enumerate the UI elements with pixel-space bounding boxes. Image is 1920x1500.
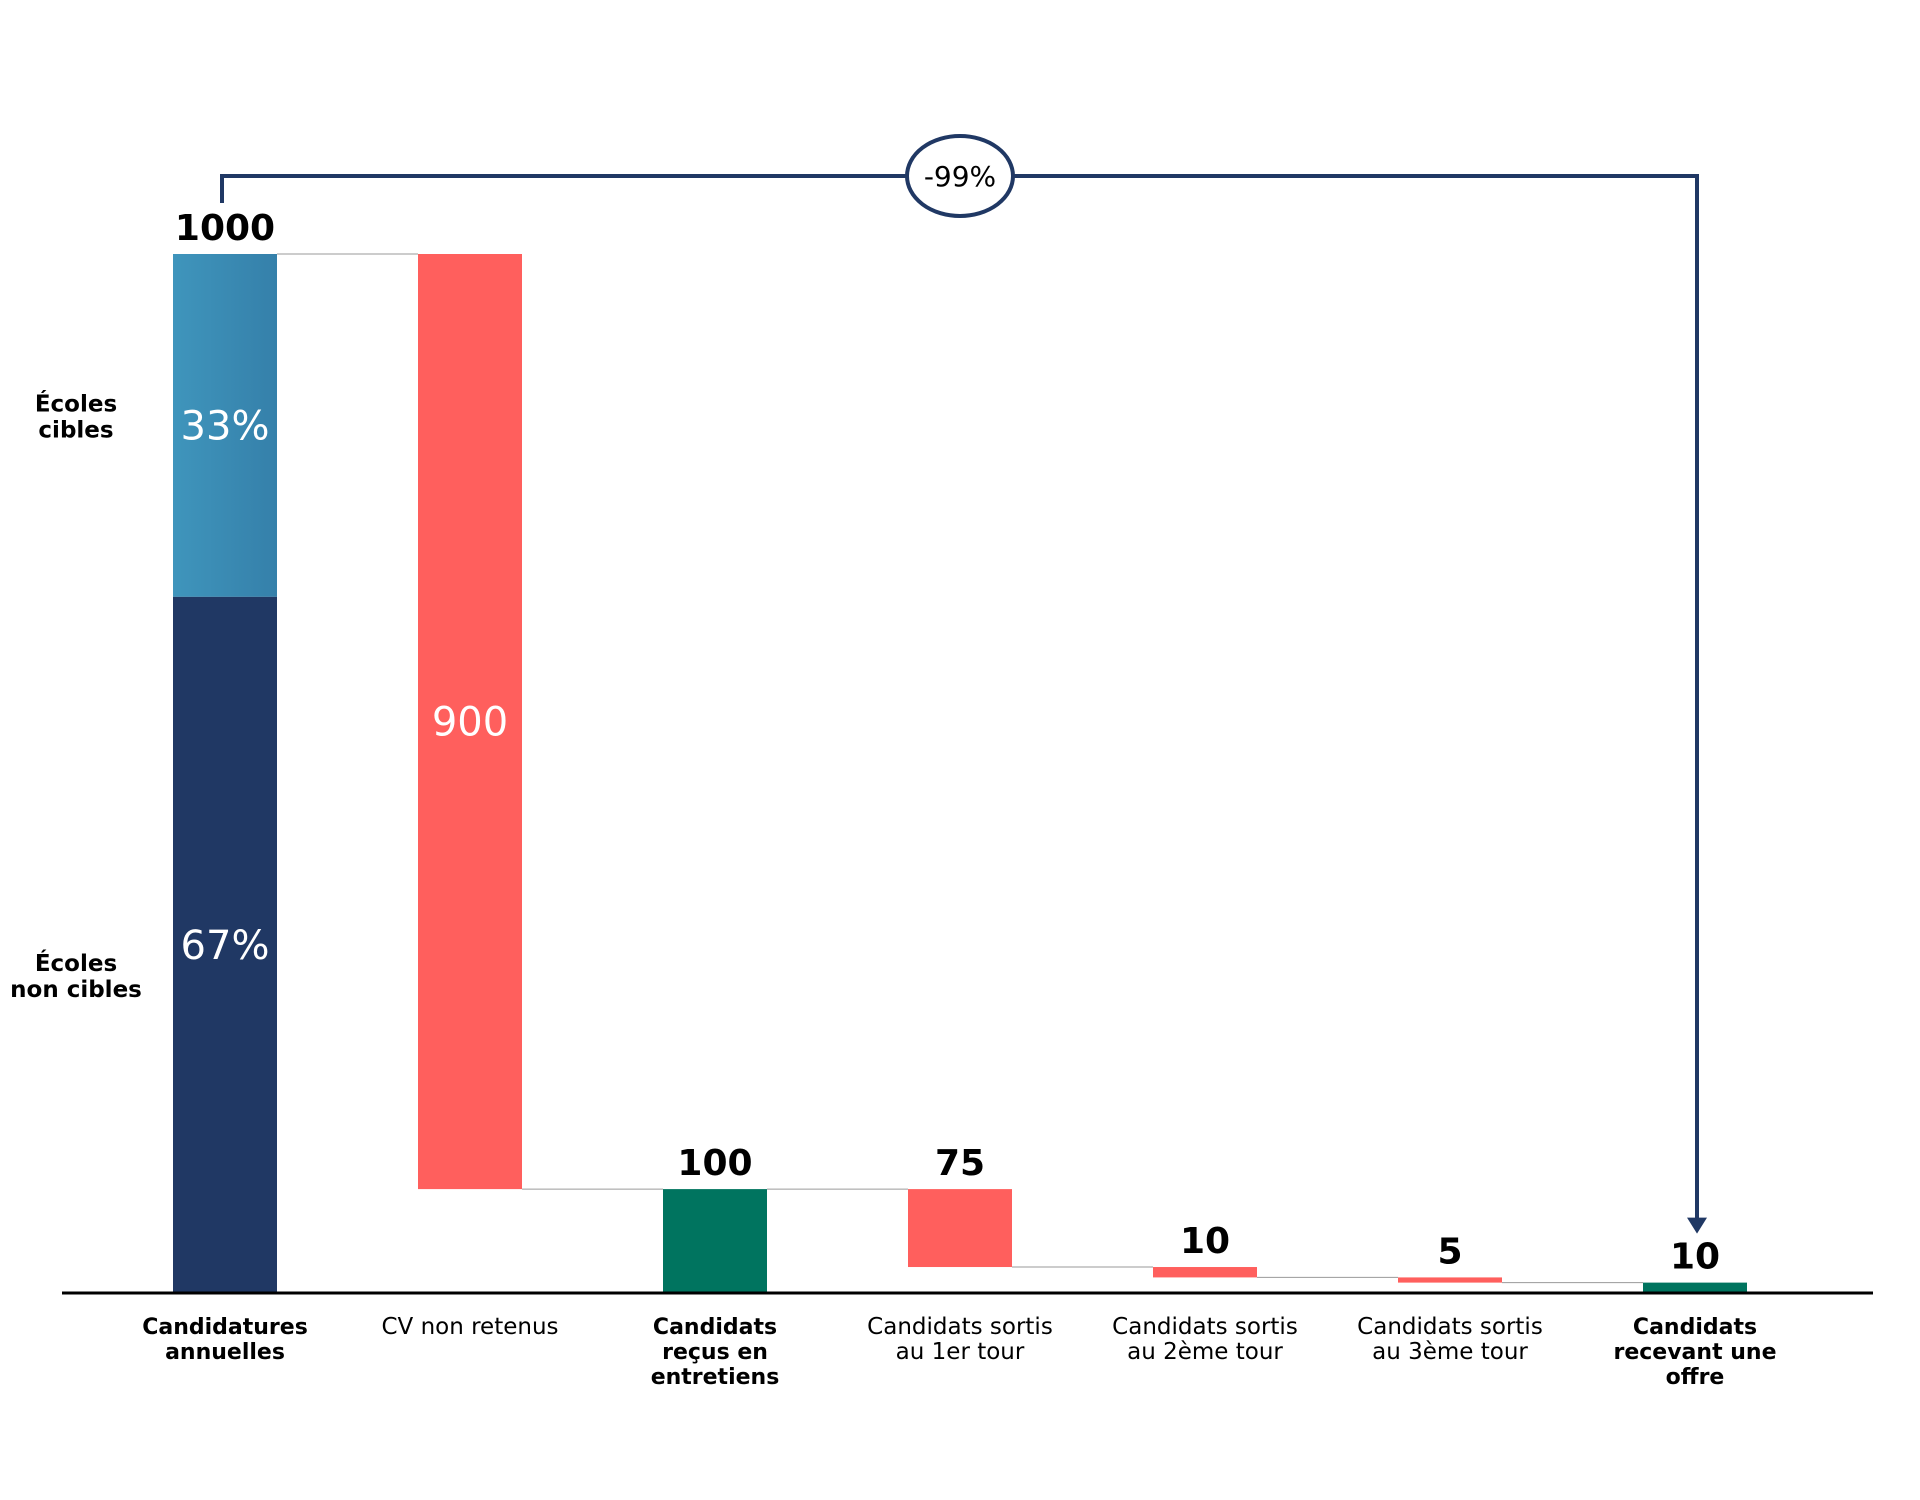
category-label-line: offre — [1666, 1365, 1725, 1390]
overall-change-label: -99% — [924, 160, 996, 193]
bars — [173, 254, 1747, 1293]
bar-segment-bottom — [173, 596, 277, 1293]
decrease-bar — [908, 1189, 1012, 1268]
overall-change-annotation: -99% — [220, 134, 1707, 1234]
segment-name-line: Écoles — [35, 389, 117, 417]
category-label-line: CV non retenus — [381, 1314, 558, 1340]
category-label: Candidats reçus en entretiens — [651, 1315, 780, 1390]
decrease-bar — [1398, 1277, 1502, 1283]
bar-value-label: 900 — [432, 700, 508, 746]
category-label-line: au 2ème tour — [1127, 1339, 1283, 1365]
decrease-bar — [1153, 1267, 1257, 1278]
arrow-head — [1687, 1217, 1707, 1234]
category-label-line: recevant une — [1613, 1340, 1776, 1365]
segment-name-line: non cibles — [10, 977, 142, 1003]
bar-value-label: 10 — [1180, 1221, 1230, 1262]
category-label-line: annuelles — [165, 1340, 285, 1365]
category-label-line: reçus en — [662, 1340, 768, 1365]
category-label: Candidatures annuelles — [142, 1315, 308, 1365]
category-label: Candidats sortis au 2ème tour — [1112, 1314, 1298, 1365]
category-label-line: entretiens — [651, 1365, 780, 1390]
category-label-line: au 3ème tour — [1372, 1339, 1528, 1365]
category-label-line: Candidatures — [142, 1315, 308, 1340]
category-labels: Candidatures annuelles CV non retenus Candi… — [142, 1314, 1776, 1390]
bar-value-label: 1000 — [175, 208, 275, 249]
segment-share-label: 33% — [181, 403, 270, 449]
category-label-line: Candidats sortis — [867, 1314, 1053, 1340]
segment-name-label: Écoles non cibles — [10, 949, 142, 1003]
category-label-line: Candidats — [653, 1315, 777, 1340]
bar-value-label: 100 — [677, 1143, 752, 1184]
category-label-line: Candidats — [1633, 1315, 1757, 1340]
bar-value-label: 10 — [1670, 1237, 1720, 1278]
segment-name-label: Écoles cibles — [35, 389, 117, 443]
bar-value-label: 5 — [1437, 1231, 1462, 1272]
decrease-bar — [418, 254, 522, 1190]
category-label-line: Candidats sortis — [1357, 1314, 1543, 1340]
category-label-line: Candidats sortis — [1112, 1314, 1298, 1340]
category-label: CV non retenus — [381, 1314, 558, 1340]
total-bar — [663, 1189, 767, 1293]
total-bar — [1643, 1282, 1747, 1293]
connector-lines — [277, 253, 1643, 1284]
labels: 33% 67% 1000 900 100 75 10 5 10 — [175, 208, 1720, 1278]
category-label: Candidats sortis au 1er tour — [867, 1314, 1053, 1365]
segment-name-line: Écoles — [35, 949, 117, 977]
category-label: Candidats sortis au 3ème tour — [1357, 1314, 1543, 1365]
category-label-line: au 1er tour — [896, 1339, 1025, 1365]
bar-value-label: 75 — [935, 1143, 985, 1184]
overall-change-bubble — [905, 134, 1015, 218]
segment-name-line: cibles — [38, 417, 113, 443]
segment-share-label: 67% — [181, 923, 270, 969]
category-label: Candidats recevant une offre — [1613, 1315, 1776, 1390]
bar-segment-top — [173, 254, 277, 597]
